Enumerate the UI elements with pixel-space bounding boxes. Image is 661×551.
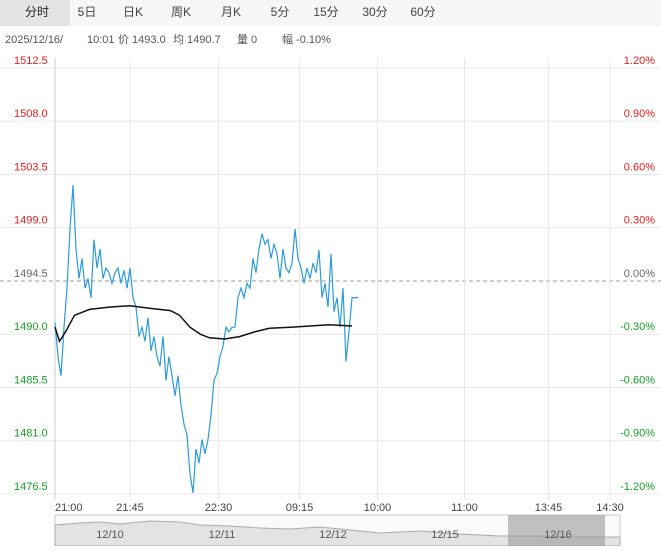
y2-tick-label: 0.00%	[624, 268, 655, 280]
average-line	[54, 305, 353, 344]
y2-tick-label: -0.60%	[620, 374, 655, 386]
y2-tick-label: -1.20%	[620, 481, 655, 493]
tab[interactable]: 60分	[410, 5, 435, 19]
x-tick-label: 14:30	[596, 502, 624, 514]
price-line	[54, 185, 358, 493]
y2-tick-label: 0.30%	[624, 215, 655, 227]
y2-tick-label: 1.20%	[624, 55, 655, 67]
navigator-window[interactable]	[508, 515, 605, 546]
y2-tick-label: 0.60%	[624, 161, 655, 173]
tab-bar	[0, 0, 661, 26]
info-text: 均 1490.7	[173, 33, 221, 46]
y-tick-label: 1481.0	[14, 428, 48, 440]
y2-tick-label: 0.90%	[624, 108, 655, 120]
tab[interactable]: 5分	[271, 5, 290, 19]
active-tab-bg	[0, 0, 70, 26]
navigator-date: 12/10	[96, 529, 124, 541]
y-tick-label: 1476.5	[14, 481, 48, 493]
x-tick-label: 21:45	[116, 502, 144, 514]
x-tick-label: 11:00	[451, 502, 478, 514]
tab[interactable]: 30分	[362, 5, 387, 19]
navigator-date: 12/16	[544, 529, 572, 541]
y-tick-label: 1494.5	[14, 268, 48, 280]
y-tick-label: 1490.0	[14, 321, 48, 333]
tab[interactable]: 5日	[78, 5, 97, 19]
y2-tick-label: -0.90%	[620, 428, 655, 440]
navigator-date: 12/15	[431, 529, 459, 541]
info-text: 2025/12/16/	[5, 34, 64, 46]
x-tick-label: 21:00	[55, 502, 83, 514]
tab[interactable]: 周K	[171, 5, 191, 19]
y-tick-label: 1508.0	[14, 108, 48, 120]
navigator-date: 12/11	[209, 529, 236, 541]
tab[interactable]: 月K	[221, 5, 241, 19]
tab[interactable]: 15分	[313, 5, 338, 19]
navigator-date: 12/12	[319, 529, 347, 541]
y-tick-label: 1503.5	[14, 161, 48, 173]
x-tick-label: 09:15	[286, 502, 314, 514]
y-tick-label: 1485.5	[14, 374, 48, 386]
info-text: 幅 -0.10%	[282, 33, 331, 46]
tab[interactable]: 日K	[123, 5, 143, 19]
x-tick-label: 22:30	[205, 502, 233, 514]
x-tick-label: 13:45	[535, 502, 563, 514]
info-text: 量 0	[237, 33, 257, 46]
y2-tick-label: -0.30%	[620, 321, 655, 333]
info-text: 10:01	[87, 34, 115, 46]
info-text: 价 1493.0	[118, 33, 166, 46]
tab[interactable]: 分时	[25, 5, 49, 19]
y-tick-label: 1499.0	[14, 215, 48, 227]
x-tick-label: 10:00	[364, 502, 392, 514]
y-tick-label: 1512.5	[14, 55, 48, 67]
